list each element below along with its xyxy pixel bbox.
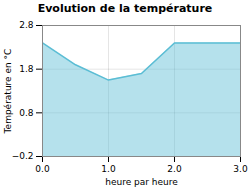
svg-text:0.0: 0.0 bbox=[35, 164, 50, 174]
html-text:Evolution de la température: Evolution de la température bbox=[37, 2, 213, 15]
svg-text:Température en °C: Température en °C bbox=[3, 49, 13, 135]
svg-text:0.8: 0.8 bbox=[19, 108, 34, 118]
svg-text:2.0: 2.0 bbox=[167, 164, 182, 174]
svg-text:−0.2: −0.2 bbox=[12, 151, 34, 161]
svg-text:3.0: 3.0 bbox=[233, 164, 248, 174]
svg-text:2.8: 2.8 bbox=[19, 20, 34, 30]
svg-text:1.8: 1.8 bbox=[19, 64, 34, 74]
svg-text:1.0: 1.0 bbox=[101, 164, 116, 174]
svg-text:heure par heure: heure par heure bbox=[105, 177, 178, 187]
